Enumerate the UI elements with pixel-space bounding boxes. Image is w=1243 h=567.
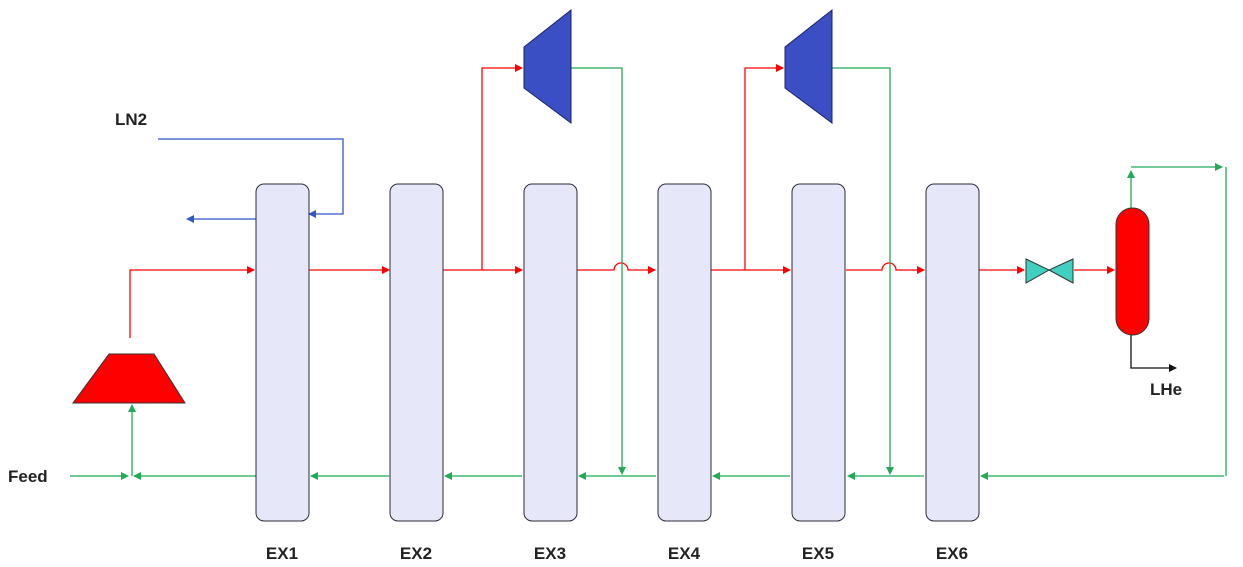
cold-stream <box>70 67 1227 480</box>
exchanger-label-ex2: EX2 <box>400 544 432 563</box>
feed-compressor-icon <box>72 353 186 404</box>
heat-exchanger-ex3 <box>523 183 578 522</box>
exchanger-label-ex6: EX6 <box>936 544 968 563</box>
hot-stream <box>129 64 1115 338</box>
expander-2-icon <box>784 8 833 124</box>
exchanger-label-ex1: EX1 <box>266 544 298 563</box>
ln2-label: LN2 <box>115 110 147 129</box>
jt-valve-icon <box>1025 258 1074 284</box>
separator-vessel-icon <box>1115 207 1150 336</box>
feed-label: Feed <box>8 467 48 486</box>
heat-exchangers <box>255 183 980 522</box>
lhe-product-stream <box>1130 335 1177 372</box>
exchanger-label-ex4: EX4 <box>668 544 701 563</box>
ln2-stream <box>158 138 344 223</box>
exchanger-label-ex3: EX3 <box>534 544 566 563</box>
heat-exchanger-ex2 <box>389 183 444 522</box>
heat-exchanger-ex4 <box>657 183 712 522</box>
expander-1-icon <box>523 8 572 124</box>
heat-exchanger-ex5 <box>791 183 846 522</box>
exchanger-label-ex5: EX5 <box>802 544 834 563</box>
lhe-label: LHe <box>1150 380 1182 399</box>
heat-exchanger-ex6 <box>925 183 980 522</box>
heat-exchanger-ex1 <box>255 183 310 522</box>
